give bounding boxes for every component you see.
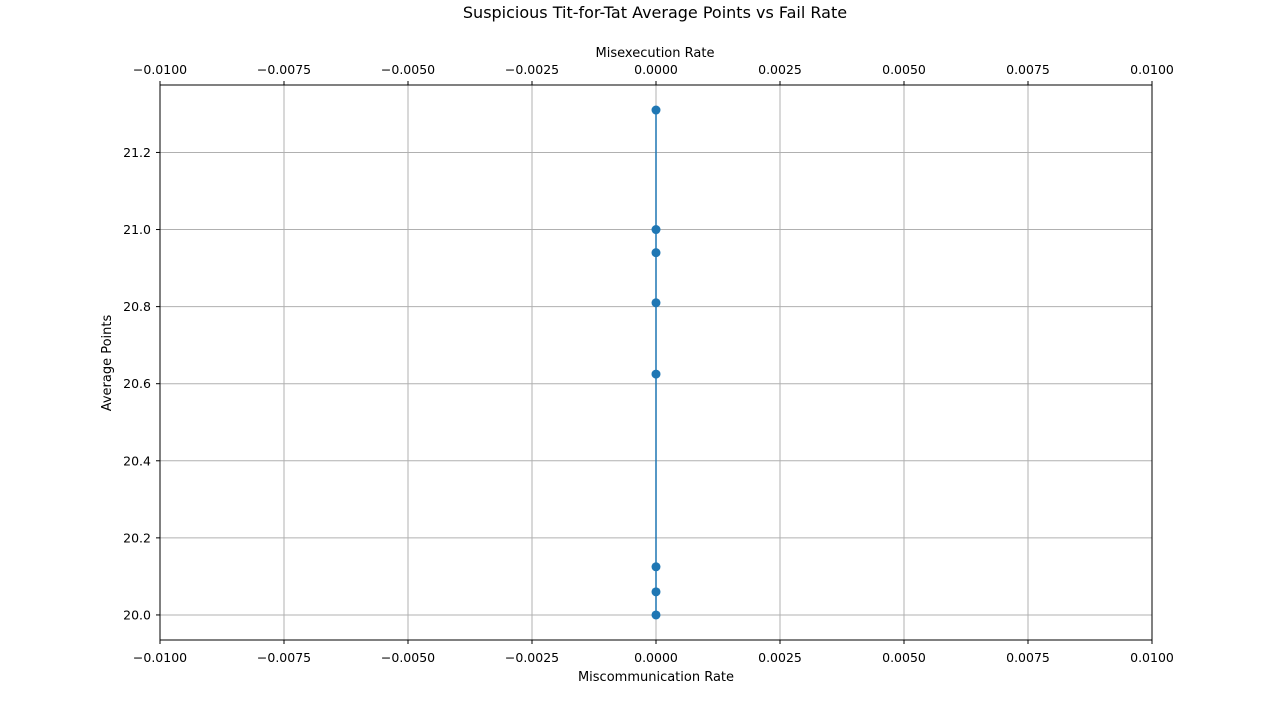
x-tick-label: −0.0100 — [133, 650, 187, 665]
x2-tick-label: 0.0000 — [634, 62, 678, 77]
chart-title: Suspicious Tit-for-Tat Average Points vs… — [463, 3, 847, 22]
y-tick-label: 20.8 — [123, 299, 151, 314]
y-tick-label: 21.2 — [123, 145, 151, 160]
y-tick-label: 20.0 — [123, 607, 151, 622]
y-axis-label: Average Points — [100, 314, 115, 411]
data-point — [651, 248, 661, 258]
plot-frame — [159, 84, 1153, 641]
y-tick-label: 20.6 — [123, 376, 151, 391]
x-tick-label: 0.0050 — [882, 650, 926, 665]
x2-tick-label: 0.0050 — [882, 62, 926, 77]
top-axis-label: Misexecution Rate — [596, 46, 715, 61]
y-tick-label: 21.0 — [123, 222, 151, 237]
data-point — [651, 587, 661, 597]
data-point — [651, 610, 661, 620]
data-point — [651, 298, 661, 308]
x-axis-label: Miscommunication Rate — [578, 670, 734, 685]
y-tick-label: 20.4 — [123, 453, 151, 468]
x2-tick-label: −0.0050 — [381, 62, 435, 77]
x-tick-label: 0.0000 — [634, 650, 678, 665]
x-tick-label: 0.0025 — [758, 650, 802, 665]
x2-tick-label: 0.0100 — [1130, 62, 1174, 77]
x2-tick-label: −0.0100 — [133, 62, 187, 77]
y-tick-label: 20.2 — [123, 530, 151, 545]
x-tick-label: −0.0075 — [257, 650, 311, 665]
data-point — [651, 562, 661, 572]
data-point — [651, 369, 661, 379]
x-tick-label: 0.0100 — [1130, 650, 1174, 665]
x-tick-label: −0.0025 — [505, 650, 559, 665]
x2-tick-label: 0.0025 — [758, 62, 802, 77]
data-point — [651, 225, 661, 235]
data-point — [651, 105, 661, 115]
x2-tick-label: 0.0075 — [1006, 62, 1050, 77]
x-tick-label: −0.0050 — [381, 650, 435, 665]
plot-series — [651, 105, 661, 620]
x-tick-label: 0.0075 — [1006, 650, 1050, 665]
x2-tick-label: −0.0075 — [257, 62, 311, 77]
x2-tick-label: −0.0025 — [505, 62, 559, 77]
axis-ticks: −0.0100 −0.0100 −0.0075 −0.0075 −0.0050 −0.00… — [123, 62, 1174, 665]
